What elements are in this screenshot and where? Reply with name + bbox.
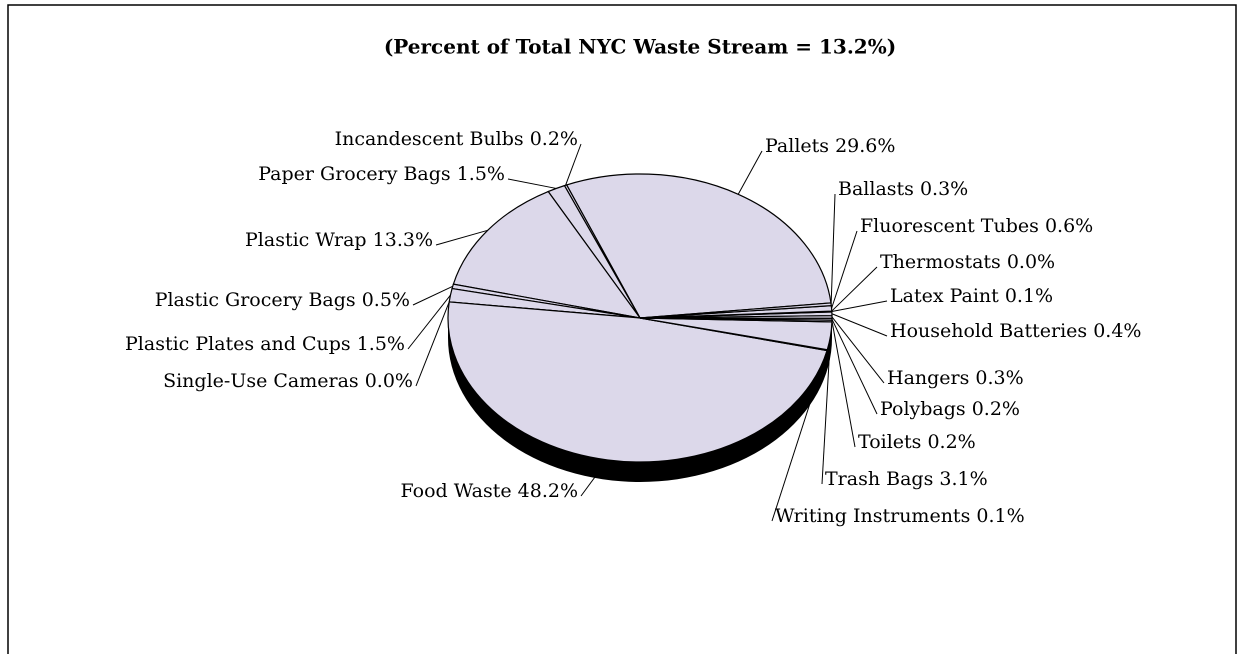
slice-label: Plastic Wrap 13.3% [245,229,433,251]
leader-line [435,229,488,246]
slice-name: Single-Use Cameras [163,370,359,392]
leader-line [831,230,858,309]
slice-label: Household Batteries 0.4% [890,320,1141,342]
slice-name: Polybags [880,398,966,420]
slice-label: Food Waste 48.2% [401,480,578,502]
slice-value: 0.3% [920,178,968,200]
slice-label: Plastic Grocery Bags 0.5% [155,289,410,311]
slice-label: Toilets 0.2% [858,431,976,453]
slice-label: Single-Use Cameras 0.0% [163,370,413,392]
slice-label: Trash Bags 3.1% [825,468,988,490]
slice-value: 0.6% [1045,215,1093,237]
slice-value: 13.3% [373,229,433,251]
slice-label: Polybags 0.2% [880,398,1020,420]
slice-name: Writing Instruments [775,505,970,527]
slice-label: Plastic Plates and Cups 1.5% [125,333,405,355]
leader-line [580,459,608,497]
leader-line [771,349,828,522]
leader-line [831,300,888,313]
slice-name: Ballasts [838,178,914,200]
slice-name: Incandescent Bulbs [335,128,524,150]
slice-value: 0.4% [1093,320,1141,342]
leader-line [830,193,836,305]
slice-value: 1.5% [357,333,405,355]
slice-name: Plastic Plates and Cups [125,333,351,355]
slice-label: Ballasts 0.3% [838,178,968,200]
slice-label: Incandescent Bulbs 0.2% [335,128,578,150]
leader-line [407,294,451,350]
slice-name: Trash Bags [825,468,933,490]
slice-value: 0.0% [1007,251,1055,273]
slice-value: 0.2% [530,128,578,150]
slice-name: Thermostats [880,251,1001,273]
slice-value: 0.3% [975,367,1023,389]
slice-name: Hangers [887,367,969,389]
pie-slice [447,301,828,463]
slice-label: Paper Grocery Bags 1.5% [258,163,505,185]
leader-line [831,320,856,448]
slice-name: Food Waste [401,480,512,502]
slice-label: Thermostats 0.0% [880,251,1055,273]
leader-line [412,285,453,306]
slice-value: 0.2% [927,431,975,453]
leader-line [507,178,557,189]
leader-line [831,318,878,415]
leader-line [831,266,878,312]
slice-name: Pallets [765,135,829,157]
slice-value: 0.0% [365,370,413,392]
slice-name: Paper Grocery Bags [258,163,450,185]
slice-label: Latex Paint 0.1% [890,285,1053,307]
slice-name: Household Batteries [890,320,1087,342]
slice-value: 3.1% [939,468,987,490]
slice-value: 29.6% [835,135,895,157]
slice-name: Plastic Grocery Bags [155,289,356,311]
slice-name: Fluorescent Tubes [860,215,1039,237]
slice-name: Toilets [858,431,921,453]
slice-name: Plastic Wrap [245,229,367,251]
slice-name: Latex Paint [890,285,999,307]
slice-label: Writing Instruments 0.1% [775,505,1025,527]
leader-line [831,316,885,384]
slice-label: Fluorescent Tubes 0.6% [860,215,1093,237]
slice-value: 0.1% [976,505,1024,527]
leader-line [821,335,832,485]
leader-line [737,150,763,195]
slice-value: 1.5% [457,163,505,185]
slice-value: 48.2% [518,480,578,502]
slice-value: 0.1% [1005,285,1053,307]
chart-title: (Percent of Total NYC Waste Stream = 13.… [384,35,896,59]
slice-value: 0.5% [362,289,410,311]
slice-label: Pallets 29.6% [765,135,895,157]
slice-label: Hangers 0.3% [887,367,1024,389]
leader-line [565,143,582,186]
leader-line [415,301,450,387]
frame [7,4,1237,654]
slice-value: 0.2% [972,398,1020,420]
pie-slice [565,173,832,319]
leader-line [831,313,888,337]
